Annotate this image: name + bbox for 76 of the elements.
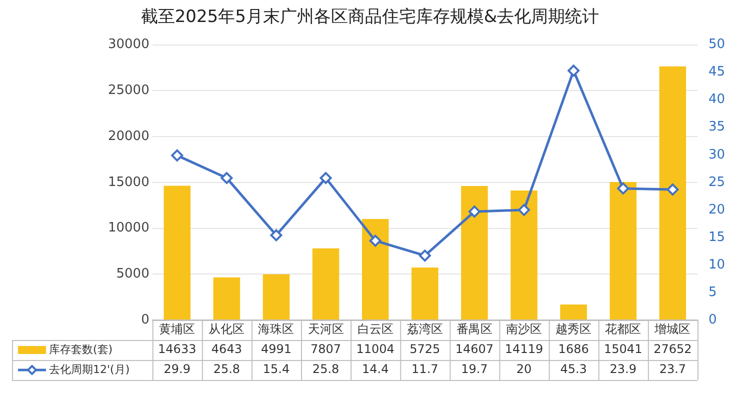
y2-tick-label: 0 <box>708 312 717 328</box>
data-label: 4991 <box>260 342 292 356</box>
bar <box>213 277 240 320</box>
x-tick-label: 花都区 <box>605 322 642 336</box>
data-label: 15.4 <box>262 362 290 376</box>
bar <box>412 267 438 320</box>
y-tick-label: 5000 <box>116 266 150 282</box>
data-label: 15041 <box>604 342 642 356</box>
y2-tick-label: 50 <box>708 37 726 52</box>
data-label: 5725 <box>410 342 440 356</box>
bar <box>362 219 389 320</box>
point <box>220 172 233 184</box>
y-tick-label: 0 <box>141 312 150 328</box>
point <box>369 234 382 247</box>
x-tick-label: 白云区 <box>357 322 394 336</box>
data-label: 23.7 <box>659 362 686 376</box>
x-tick-label: 黄埔区 <box>159 322 196 336</box>
data-label: 27652 <box>654 342 692 356</box>
bar <box>510 190 538 320</box>
x-tick-label: 番禺区 <box>456 322 492 336</box>
y2-tick-label: 20 <box>708 202 726 218</box>
y-tick-label: 30000 <box>108 37 150 52</box>
data-label: 20 <box>516 362 532 376</box>
y-tick-label: 10000 <box>108 220 150 236</box>
point <box>568 64 580 77</box>
data-label: 11004 <box>356 342 394 356</box>
y2-tick-label: 45 <box>708 64 726 80</box>
data-label: 4643 <box>211 342 242 356</box>
data-label: 45.3 <box>560 362 587 376</box>
point <box>418 250 431 262</box>
point <box>468 206 480 218</box>
x-tick-label: 南沙区 <box>506 322 542 336</box>
data-label: 25.8 <box>213 362 240 376</box>
data-label: 29.9 <box>164 362 190 376</box>
data-label: 14.4 <box>362 362 389 376</box>
data-label: 14607 <box>455 342 494 356</box>
point <box>518 204 530 216</box>
bar <box>461 186 488 320</box>
x-tick-label: 天河区 <box>308 322 344 336</box>
data-label: 23.9 <box>610 362 636 376</box>
point <box>666 184 679 196</box>
y2-tick-label: 10 <box>708 257 726 272</box>
data-label: 14633 <box>158 342 196 356</box>
legend-label: 库存套数(套) <box>49 342 113 356</box>
data-label: 7807 <box>310 342 342 356</box>
y2-tick-label: 30 <box>708 147 726 162</box>
x-tick-label: 从化区 <box>208 322 245 336</box>
point <box>320 172 332 184</box>
y2-tick-label: 40 <box>708 92 726 108</box>
x-tick-label: 越秀区 <box>556 322 592 336</box>
bar <box>659 66 686 320</box>
point <box>171 149 184 162</box>
data-label: 11.7 <box>412 362 438 376</box>
data-label: 1686 <box>558 342 589 356</box>
chart-title: 截至2025年5月末广州各区商品住宅库存规模&去化周期统计 <box>140 6 600 29</box>
data-label: 14119 <box>504 342 544 356</box>
y-tick-label: 20000 <box>108 128 150 144</box>
y2-tick-label: 15 <box>708 230 726 245</box>
data-label: 19.7 <box>461 362 488 376</box>
y2-tick-label: 25 <box>708 174 726 190</box>
bar <box>164 186 191 320</box>
point <box>617 182 630 194</box>
x-tick-label: 荔湾区 <box>406 322 443 336</box>
bar <box>610 182 637 320</box>
point <box>270 229 282 242</box>
data-label: 25.8 <box>312 362 340 376</box>
x-tick-label: 海珠区 <box>258 322 294 336</box>
x-tick-label: 增城区 <box>654 322 691 336</box>
y-tick-label: 25000 <box>108 83 150 98</box>
y-tick-label: 15000 <box>108 174 150 190</box>
bar <box>262 274 290 320</box>
bar <box>312 248 340 320</box>
legend-label: 去化周期12'(月) <box>49 362 130 376</box>
bar <box>560 304 587 320</box>
y2-tick-label: 5 <box>708 284 717 300</box>
y2-tick-label: 35 <box>708 120 726 135</box>
